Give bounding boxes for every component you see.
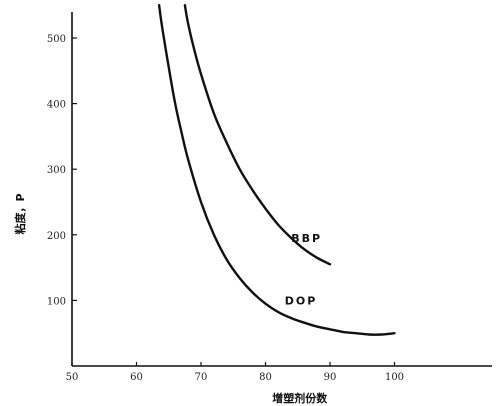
y-tick-label: 300: [47, 165, 66, 176]
curves: [157, 4, 396, 336]
x-tick-label: 90: [324, 372, 337, 383]
y-tick-label: 100: [47, 296, 66, 307]
curve-bbp: [183, 4, 332, 266]
curve-dop: [157, 4, 396, 336]
x-tick-label: 80: [259, 372, 272, 383]
series-label-bbp: BBP: [291, 232, 322, 245]
y-axis-title: 粘度，P: [13, 193, 27, 234]
y-tick-label: 200: [47, 231, 66, 242]
y-tick-label: 500: [47, 34, 66, 45]
x-tick-label: 50: [66, 372, 79, 383]
x-tick-label: 100: [385, 372, 404, 383]
x-axis-title: 增塑剂份数: [272, 391, 328, 405]
labels: 100 200 300 400 500 50 60 70 80 90 100 增塑剂份数 粘度，P BBP…: [13, 34, 404, 405]
x-tick-label: 70: [195, 372, 208, 383]
x-tick-label: 60: [130, 372, 143, 383]
axes: [71, 12, 492, 367]
y-tick-label: 400: [47, 100, 66, 111]
series-label-dop: DOP: [285, 294, 318, 307]
